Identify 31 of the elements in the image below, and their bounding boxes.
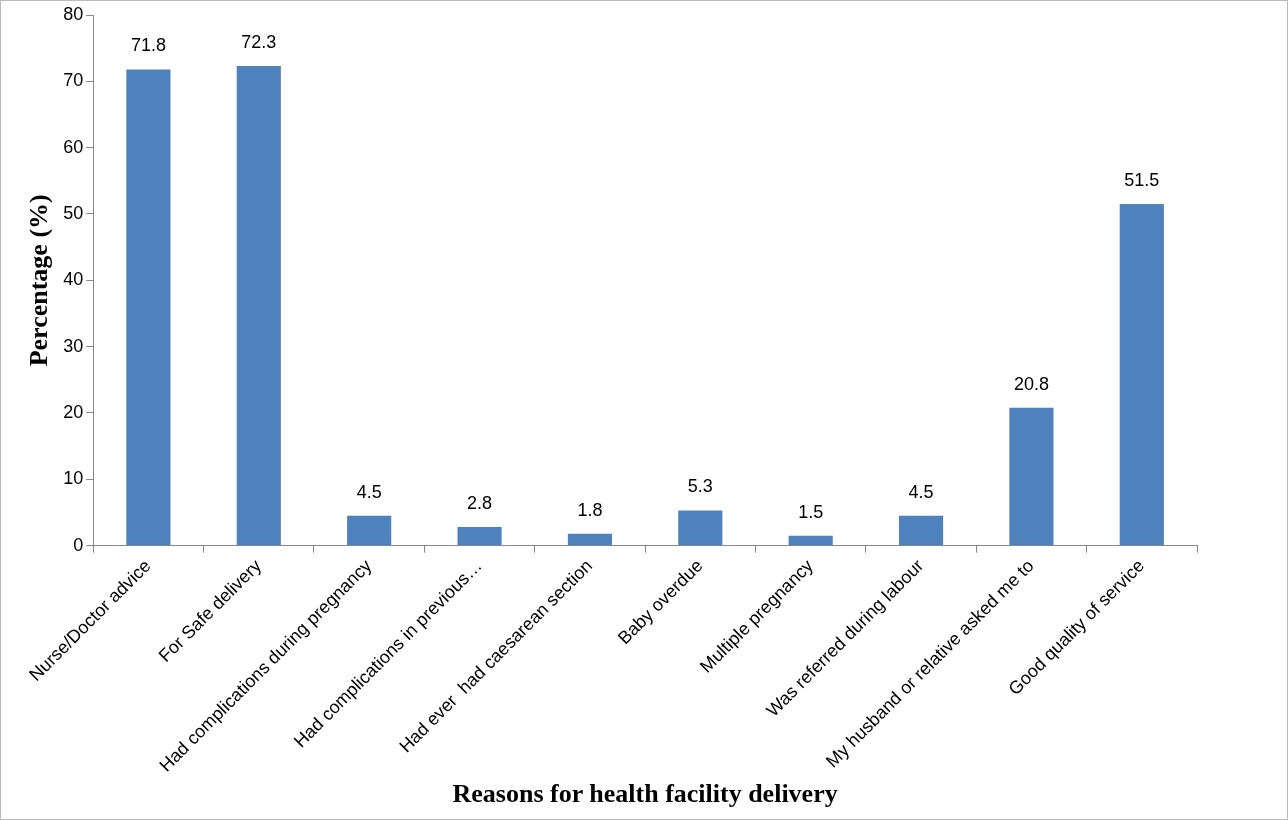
bar xyxy=(347,515,392,546)
data-label: 5.3 xyxy=(687,476,713,497)
y-tick-label: 40 xyxy=(63,269,84,290)
bar xyxy=(1009,407,1054,546)
y-tick-label: 10 xyxy=(63,468,84,489)
bar xyxy=(788,535,833,546)
y-tick-label: 30 xyxy=(63,335,84,356)
data-label: 72.3 xyxy=(241,32,277,53)
bar xyxy=(236,66,281,546)
y-axis-title: Percentage (%) xyxy=(24,194,54,367)
data-label: 2.8 xyxy=(467,493,493,514)
y-tick-label: 60 xyxy=(63,136,84,157)
bar xyxy=(567,533,612,546)
bar xyxy=(898,515,944,546)
data-label: 1.8 xyxy=(577,499,603,520)
y-tick-label: 70 xyxy=(63,70,84,91)
bar xyxy=(678,510,723,546)
data-label: 20.8 xyxy=(1013,373,1049,394)
bar xyxy=(126,69,171,546)
bar xyxy=(1119,204,1164,546)
y-tick-label: 80 xyxy=(63,3,84,24)
data-label: 4.5 xyxy=(908,481,934,502)
data-label: 4.5 xyxy=(356,481,382,502)
y-tick-label: 50 xyxy=(63,202,84,223)
data-label: 1.5 xyxy=(798,501,824,522)
data-label: 51.5 xyxy=(1124,170,1160,191)
data-label: 71.8 xyxy=(130,35,166,56)
x-axis-title: Reasons for health facility delivery xyxy=(452,779,838,809)
y-tick-label: 20 xyxy=(63,401,84,422)
bar xyxy=(457,527,502,546)
y-tick-label: 0 xyxy=(73,534,84,555)
